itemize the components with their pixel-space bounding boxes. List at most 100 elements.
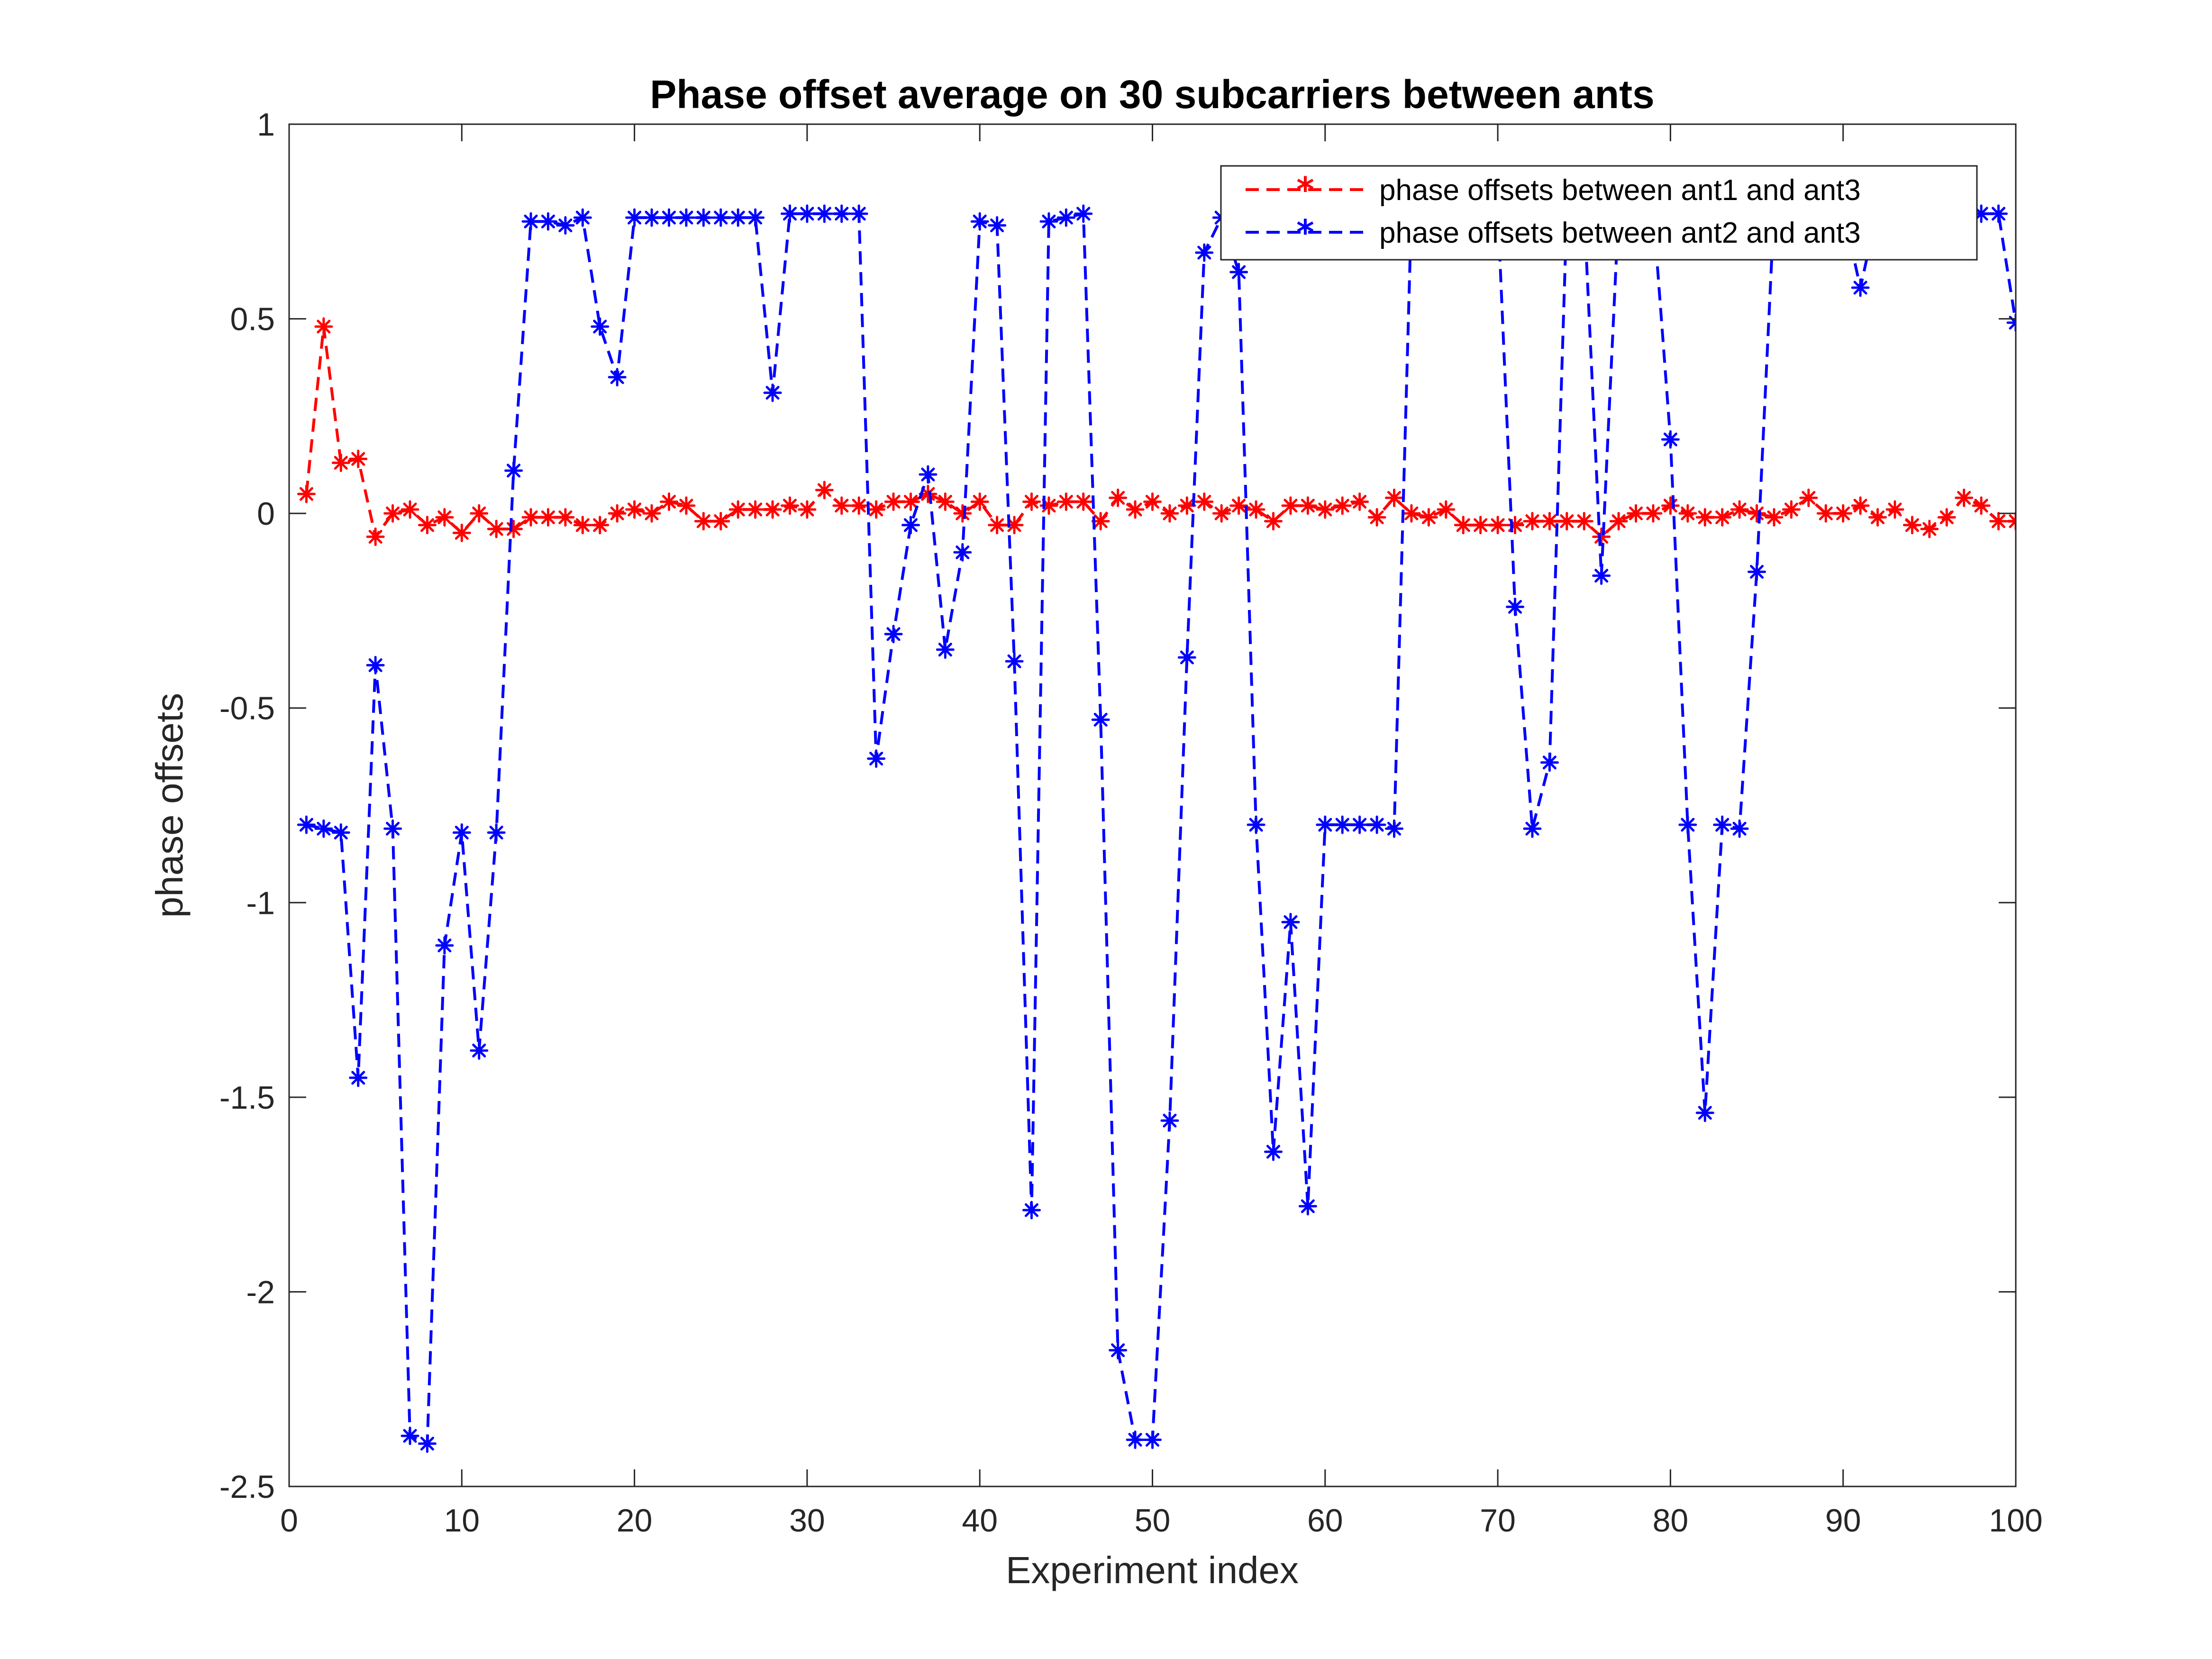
data-point xyxy=(1022,1201,1041,1220)
data-point xyxy=(1506,516,1525,535)
data-point xyxy=(711,208,730,227)
data-point xyxy=(401,500,419,519)
data-point xyxy=(832,204,851,223)
data-point xyxy=(815,481,834,500)
y-axis-label: phase offsets xyxy=(148,693,191,918)
data-point xyxy=(832,496,851,515)
data-point xyxy=(1195,492,1214,511)
data-point xyxy=(1247,500,1265,519)
data-point xyxy=(1575,512,1593,531)
y-tick-label: 1 xyxy=(257,107,275,143)
data-point xyxy=(573,516,592,535)
data-point xyxy=(1454,516,1473,535)
data-point xyxy=(331,453,350,472)
data-point xyxy=(1851,278,1870,297)
data-point xyxy=(1748,504,1766,523)
data-point xyxy=(1748,562,1766,581)
data-point xyxy=(1868,508,1887,527)
data-point xyxy=(728,208,747,227)
data-point xyxy=(1074,492,1093,511)
data-point xyxy=(1540,753,1559,772)
data-point xyxy=(331,823,350,842)
series-ant1-ant3 xyxy=(297,317,2016,546)
data-point xyxy=(953,543,972,562)
data-point xyxy=(1091,710,1110,729)
data-point xyxy=(901,516,920,535)
data-point xyxy=(1229,263,1248,282)
y-tick-label: -2 xyxy=(246,1274,275,1310)
data-point xyxy=(798,204,817,223)
x-axis-label: Experiment index xyxy=(1006,1549,1299,1591)
data-point xyxy=(591,516,610,535)
data-point xyxy=(383,819,402,838)
data-point xyxy=(1799,488,1818,507)
data-point xyxy=(1160,1111,1179,1130)
data-point xyxy=(1695,508,1714,527)
series-layer xyxy=(297,201,2016,1453)
data-point xyxy=(573,208,592,227)
data-point xyxy=(487,823,506,842)
data-point xyxy=(1229,496,1248,515)
x-tick-label: 70 xyxy=(1480,1503,1516,1539)
data-point xyxy=(383,504,402,523)
data-point xyxy=(418,1434,437,1453)
data-point xyxy=(1419,508,1438,527)
data-point xyxy=(418,516,437,535)
data-point xyxy=(694,208,713,227)
y-tick-label: 0 xyxy=(257,496,275,532)
data-point xyxy=(1627,504,1646,523)
data-point xyxy=(556,216,575,235)
data-point xyxy=(884,625,903,644)
data-point xyxy=(1247,815,1265,834)
data-point xyxy=(988,516,1007,535)
data-point xyxy=(763,383,782,402)
data-point xyxy=(1298,1197,1317,1216)
data-point xyxy=(538,508,557,527)
data-point xyxy=(556,508,575,527)
data-point xyxy=(1592,527,1611,546)
legend-label-ant1-ant3: phase offsets between ant1 and ant3 xyxy=(1379,174,1861,207)
data-point xyxy=(314,819,333,838)
data-point xyxy=(521,508,540,527)
data-point xyxy=(936,640,955,659)
x-tick-label: 10 xyxy=(444,1503,480,1539)
data-point xyxy=(1005,652,1024,671)
data-point xyxy=(746,208,765,227)
data-point xyxy=(936,492,955,511)
data-point xyxy=(591,317,610,336)
data-point xyxy=(1109,1341,1128,1360)
data-point xyxy=(452,823,471,842)
data-point xyxy=(1609,512,1628,531)
data-point xyxy=(297,484,316,503)
chart-title: Phase offset average on 30 subcarriers b… xyxy=(650,72,1655,117)
data-point xyxy=(1713,815,1732,834)
data-point xyxy=(1402,504,1421,523)
data-point xyxy=(1972,496,1991,515)
data-point xyxy=(1989,512,2008,531)
legend-box xyxy=(1220,165,1978,261)
data-point xyxy=(452,523,471,542)
data-point xyxy=(608,368,627,387)
data-point xyxy=(1281,496,1300,515)
data-point xyxy=(1506,597,1525,616)
series-line xyxy=(306,208,2016,1446)
data-point xyxy=(1109,488,1128,507)
legend-marker-ant2-ant3: * xyxy=(1296,212,1314,252)
data-point xyxy=(314,317,333,336)
data-point xyxy=(953,504,972,523)
x-tick-label: 0 xyxy=(280,1503,298,1539)
data-point xyxy=(1678,504,1697,523)
data-point xyxy=(1955,488,1974,507)
data-point xyxy=(401,1426,419,1445)
data-point xyxy=(1678,815,1697,834)
data-point xyxy=(867,749,886,768)
data-point xyxy=(1281,912,1300,931)
y-tick-label: -2.5 xyxy=(219,1469,275,1505)
x-tick-label: 20 xyxy=(617,1503,653,1539)
data-point xyxy=(1592,566,1611,585)
data-point xyxy=(677,208,696,227)
data-point xyxy=(780,204,799,223)
data-point xyxy=(1074,204,1093,223)
data-point xyxy=(1212,504,1231,523)
x-tick-label: 90 xyxy=(1825,1503,1861,1539)
